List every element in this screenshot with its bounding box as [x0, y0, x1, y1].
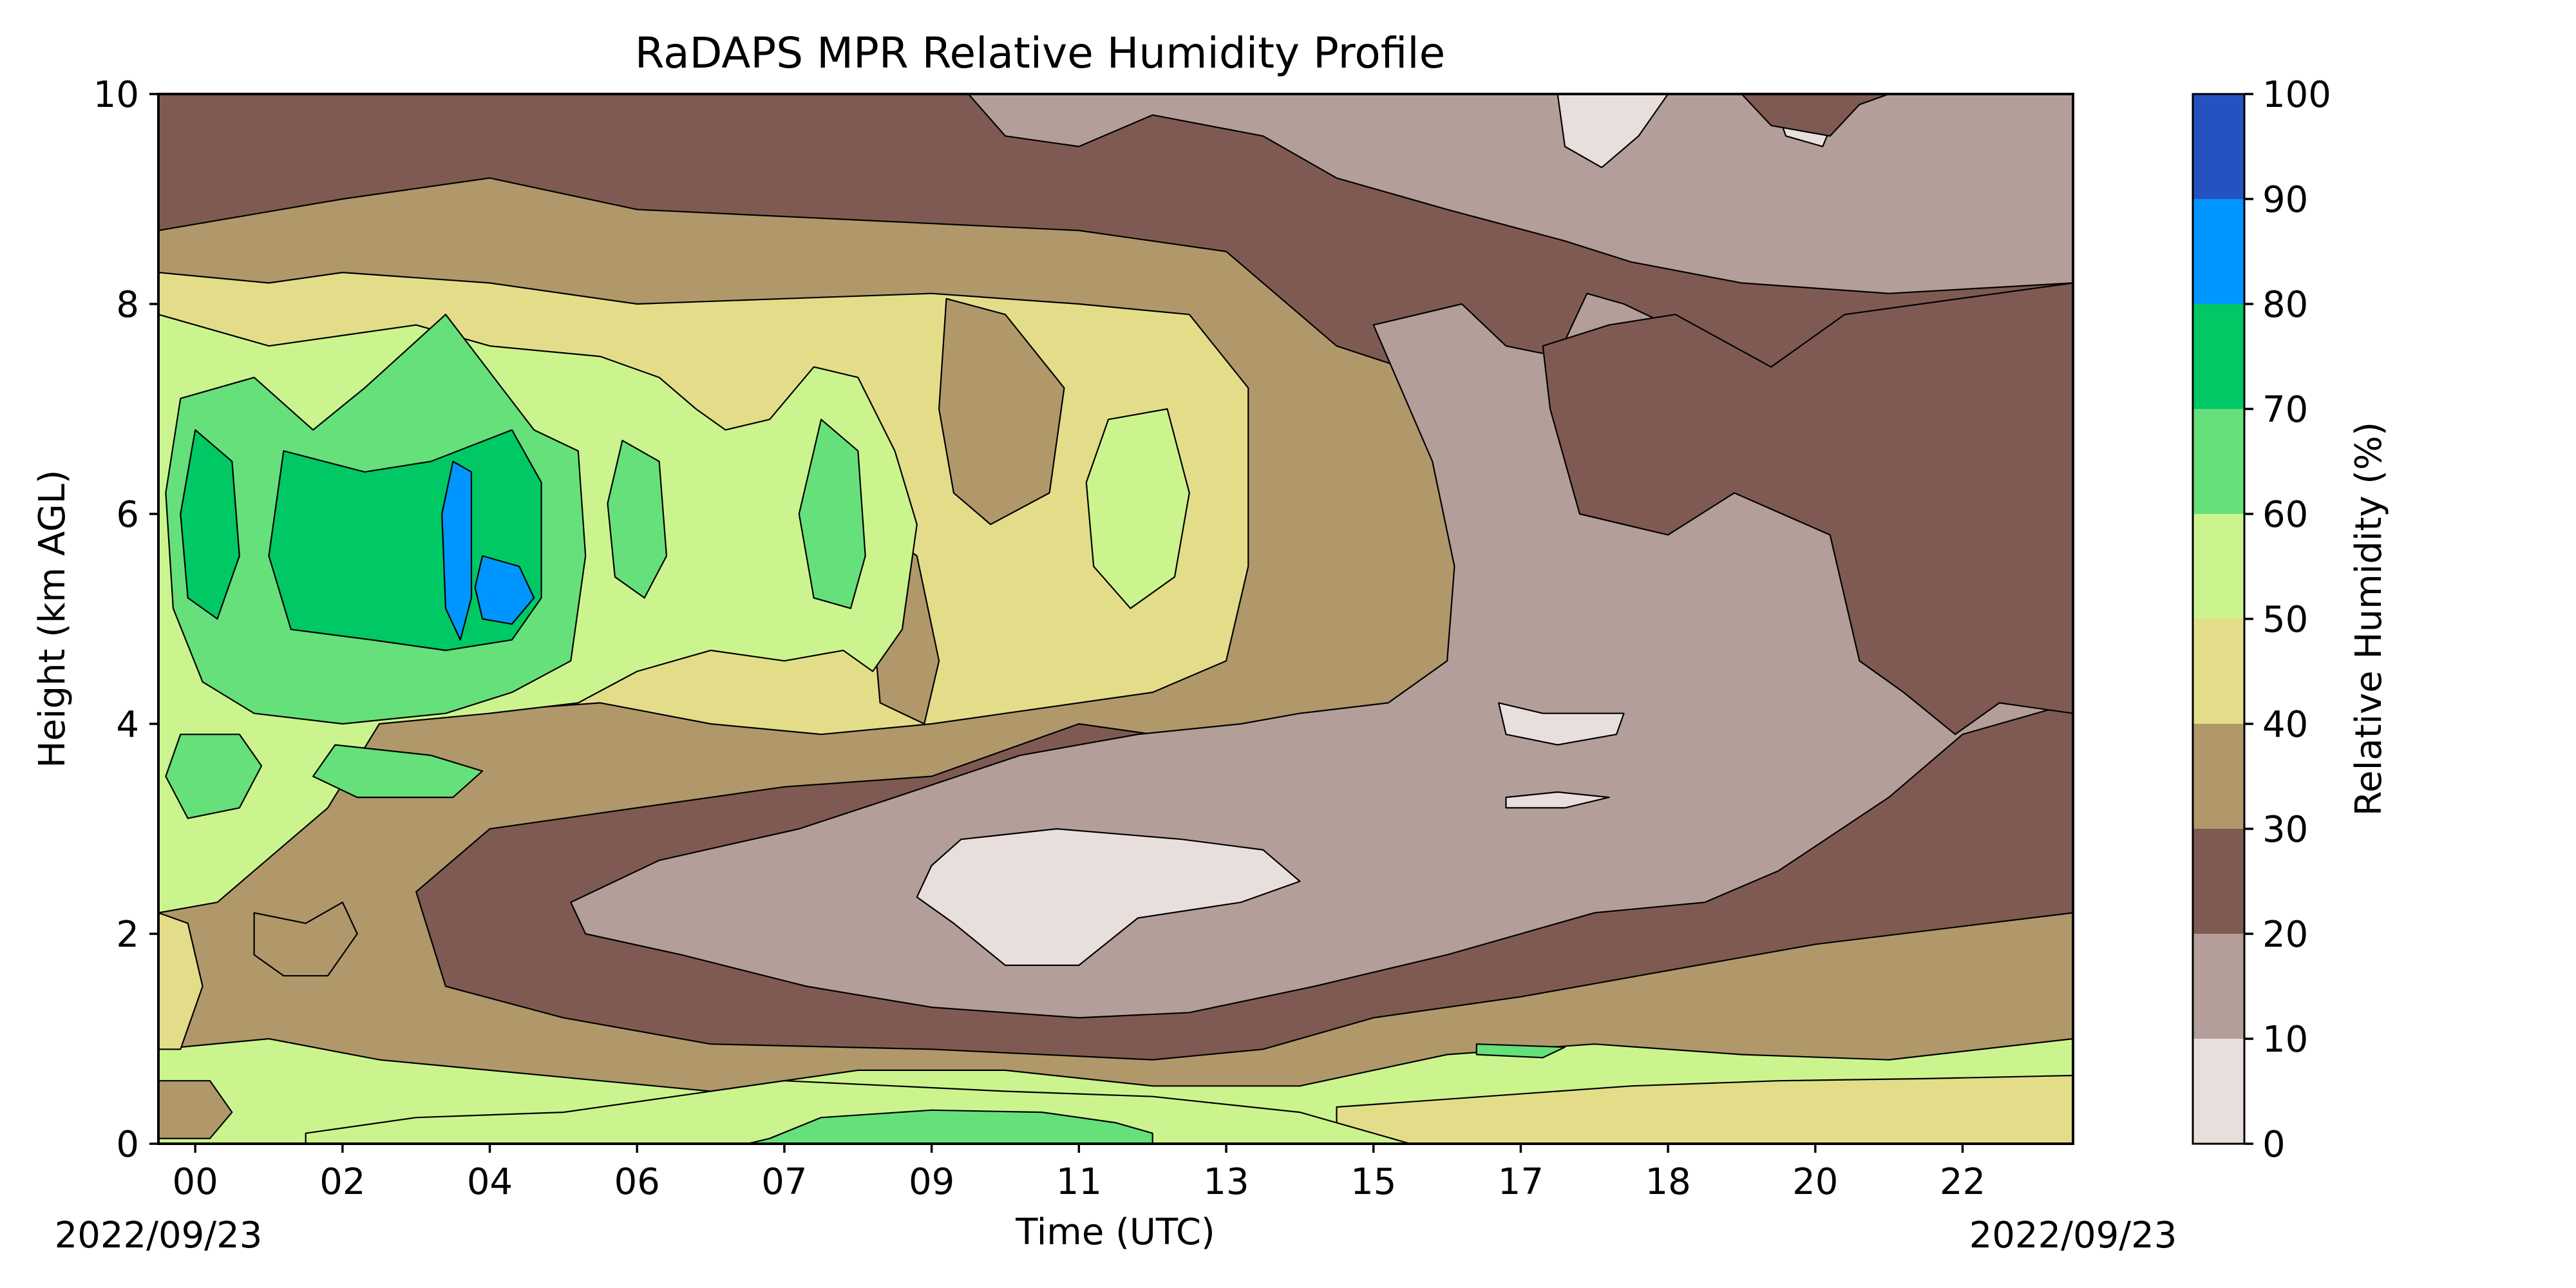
y-axis-label: Height (km AGL)	[32, 469, 73, 768]
colorbar-segment-0-10	[2193, 1039, 2244, 1144]
colorbar-tick-label: 10	[2262, 1019, 2308, 1061]
colorbar-segment-90-100	[2193, 94, 2244, 199]
rh-region-10-2	[967, 94, 2073, 294]
x-tick-label: 07	[761, 1161, 807, 1203]
start-date-label: 2022/09/23	[55, 1215, 263, 1256]
rh-region-60-20	[607, 439, 668, 599]
x-axis: 00 02 04 06 07 09 11 13 15 17 18 20 22	[173, 1144, 1985, 1203]
y-tick-label: 6	[116, 494, 139, 536]
plot-frame	[157, 93, 2074, 1145]
x-tick-label: 09	[909, 1161, 954, 1203]
x-tick-label: 17	[1498, 1161, 1544, 1203]
rh-region-0-5	[916, 828, 1301, 967]
rh-region-60-18	[312, 744, 484, 799]
rh-region-30-12	[938, 298, 1065, 526]
colorbar-segment-60-70	[2193, 409, 2244, 514]
colorbar-label: Relative Humidity (%)	[2348, 422, 2390, 816]
rh-region-30-25	[253, 901, 358, 977]
y-tick-label: 4	[116, 704, 139, 746]
x-tick-label: 20	[1792, 1161, 1838, 1203]
rh-region-0-6	[1498, 702, 1625, 746]
x-tick-label: 15	[1350, 1161, 1396, 1203]
rh-region-30-30	[158, 1080, 233, 1139]
rh-region-70-22	[268, 429, 542, 652]
colorbar-tick-label: 50	[2262, 599, 2308, 641]
colorbar-tick-label: 70	[2262, 389, 2308, 431]
rh-region-40-32	[158, 912, 204, 1050]
end-date-label: 2022/09/23	[1969, 1215, 2177, 1256]
rh-region-60-31	[1475, 1043, 1566, 1059]
x-tick-label: 00	[173, 1161, 218, 1203]
colorbar-tick-label: 80	[2262, 284, 2308, 326]
rh-region-70-21	[180, 429, 240, 620]
colorbar-segment-50-60	[2193, 514, 2244, 619]
contour-plot-area	[158, 94, 2073, 1144]
colorbar-tick-label: 20	[2262, 914, 2308, 956]
x-tick-label: 06	[614, 1161, 660, 1203]
colorbar-tick-label: 30	[2262, 809, 2308, 851]
colorbar-segment-40-50	[2193, 619, 2244, 724]
colorbar-tick-label: 60	[2262, 494, 2308, 536]
x-tick-label: 02	[319, 1161, 365, 1203]
x-tick-label: 22	[1940, 1161, 1985, 1203]
chart-title: RaDAPS MPR Relative Humidity Profile	[635, 28, 1446, 78]
x-tick-label: 04	[467, 1161, 513, 1203]
colorbar-segment-10-20	[2193, 934, 2244, 1039]
rh-region-20-4	[1542, 282, 2073, 735]
colorbar-tick-label: 0	[2262, 1124, 2286, 1166]
rh-region-80-24	[474, 555, 535, 625]
colorbar-tick-label: 40	[2262, 704, 2308, 746]
rh-region-60-29	[746, 1109, 1153, 1144]
colorbar-segment-80-90	[2193, 199, 2244, 304]
colorbar-segment-20-30	[2193, 829, 2244, 934]
colorbar-segment-30-40	[2193, 724, 2244, 829]
colorbar-tick-label: 90	[2262, 179, 2308, 221]
x-tick-label: 18	[1645, 1161, 1690, 1203]
rh-region-60-17	[165, 734, 263, 819]
rh-region-80-23	[441, 460, 473, 641]
rh-region-60-19	[798, 419, 866, 609]
y-tick-label: 2	[116, 914, 139, 956]
colorbar: 0 10 20 30 40 50 60 70 80 90 100	[2192, 74, 2331, 1166]
colorbar-segment-70-80	[2193, 304, 2244, 409]
rh-region-0-7	[1505, 791, 1610, 809]
rh-region-0-8	[1557, 94, 1669, 169]
x-tick-label: 11	[1056, 1161, 1102, 1203]
x-axis-label: Time (UTC)	[1015, 1211, 1215, 1253]
rh-region-40-27	[1336, 1074, 2073, 1144]
y-axis: 0 2 4 6 8 10	[93, 74, 158, 1166]
y-tick-label: 0	[116, 1124, 139, 1166]
y-tick-label: 8	[116, 284, 139, 326]
rh-region-20-10	[1741, 94, 1890, 137]
y-tick-label: 10	[93, 74, 139, 116]
x-tick-label: 13	[1203, 1161, 1249, 1203]
colorbar-tick-label: 100	[2262, 74, 2331, 116]
rh-region-50-15	[1085, 408, 1190, 609]
